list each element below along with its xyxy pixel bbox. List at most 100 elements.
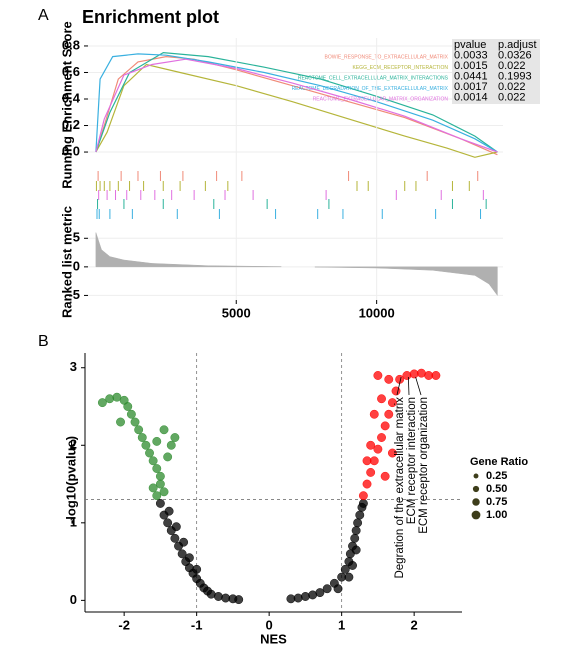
table-background (452, 39, 540, 104)
x-tick-label: -2 (118, 617, 130, 632)
point (380, 421, 390, 431)
point (179, 537, 189, 547)
legend-label: REACTOME_DEGRADATION_OF_THE_EXTRACELLULA… (292, 86, 449, 92)
point (387, 448, 397, 458)
point (213, 592, 223, 601)
size-legend-dot (471, 510, 481, 520)
y-tick-label: 0.0 (62, 143, 80, 158)
legend-label: BOWIE_RESPONSE_TO_EXTRACELLULAR_MATRIX (325, 54, 449, 60)
panel-label: A (38, 7, 49, 24)
point (105, 394, 115, 404)
es-line (95, 55, 498, 156)
point (300, 592, 310, 601)
point (145, 448, 154, 458)
x-axis-title: NES (260, 631, 287, 646)
table-cell: 0.0014 (454, 91, 488, 103)
point (148, 483, 158, 493)
point (170, 433, 180, 442)
point (322, 584, 332, 594)
point (163, 452, 173, 462)
point (155, 498, 165, 508)
y-axis-title: Running Enrichment Score (59, 21, 74, 189)
point (126, 409, 136, 419)
point (351, 545, 361, 555)
table-header: p.adjust (498, 39, 537, 51)
point (177, 549, 187, 559)
point (166, 440, 176, 450)
point (333, 584, 343, 594)
y-tick-label: 1 (70, 514, 77, 529)
point (344, 572, 354, 582)
point (373, 444, 383, 454)
point (377, 433, 386, 442)
size-legend-dot (472, 498, 480, 506)
annotation-leader (415, 376, 422, 396)
legend-title: Gene Ratio (470, 456, 528, 468)
es-line (95, 58, 498, 153)
annotation: Degration of the extracellular matrix (394, 397, 406, 579)
y-tick-label: 0.6 (62, 64, 80, 79)
y-tick-label: 0.2 (62, 117, 80, 132)
point (164, 506, 174, 516)
table-cell: 0.022 (498, 81, 526, 93)
table-cell: 0.0326 (498, 49, 532, 61)
point (152, 464, 162, 473)
point (384, 374, 394, 384)
point (148, 456, 158, 466)
point (137, 433, 147, 442)
x-tick-label: 0 (266, 617, 273, 632)
point (155, 479, 165, 489)
x-tick-label: 10000 (359, 305, 395, 320)
table-cell: 0.1993 (498, 70, 532, 82)
annotation-leader (407, 377, 410, 396)
point (369, 409, 379, 419)
point (362, 456, 372, 466)
point (152, 436, 162, 446)
point (362, 479, 372, 489)
y-tick-label: 0 (73, 258, 80, 273)
es-line (95, 51, 498, 153)
y-tick-label: 0.8 (62, 37, 80, 52)
y-tick-label: 5 (73, 230, 80, 245)
point (377, 394, 386, 404)
point (387, 398, 397, 408)
point (159, 425, 169, 435)
annotation: ECM receptor organization (418, 397, 430, 534)
point (134, 425, 144, 435)
point (340, 564, 350, 574)
x-tick-label: 5000 (222, 305, 251, 320)
y-tick-label: 3 (70, 359, 77, 374)
point (384, 409, 394, 419)
y-tick-label: -5 (68, 287, 80, 302)
point (350, 533, 360, 543)
table-cell: 0.0033 (454, 49, 488, 61)
table-header: pvalue (454, 39, 486, 51)
point (355, 510, 365, 520)
y-tick-label: 0 (70, 592, 77, 607)
point (192, 564, 202, 574)
point (116, 417, 125, 427)
point (366, 440, 376, 450)
table-cell: 0.0441 (454, 70, 488, 82)
size-legend-dot (473, 473, 479, 479)
y-axis-title: -log10(pvalue) (63, 436, 78, 524)
size-legend-label: 0.75 (486, 496, 507, 508)
table-cell: 0.0017 (454, 81, 488, 93)
point (348, 561, 357, 570)
point (155, 471, 165, 481)
point (293, 593, 303, 603)
table-cell: 0.0015 (454, 60, 488, 72)
x-tick-label: -1 (191, 617, 203, 632)
ranked-metric-area (95, 232, 498, 297)
table-cell: 0.022 (498, 60, 526, 72)
size-legend-label: 0.50 (486, 483, 507, 495)
table-cell: 0.022 (498, 91, 526, 103)
point (130, 417, 140, 427)
annotation-leader (396, 376, 402, 396)
panel-label: B (38, 333, 49, 350)
x-tick-label: 1 (338, 617, 345, 632)
point (358, 498, 368, 508)
es-line (95, 63, 498, 158)
y-tick-label: 0.4 (62, 90, 81, 105)
point (152, 491, 162, 501)
